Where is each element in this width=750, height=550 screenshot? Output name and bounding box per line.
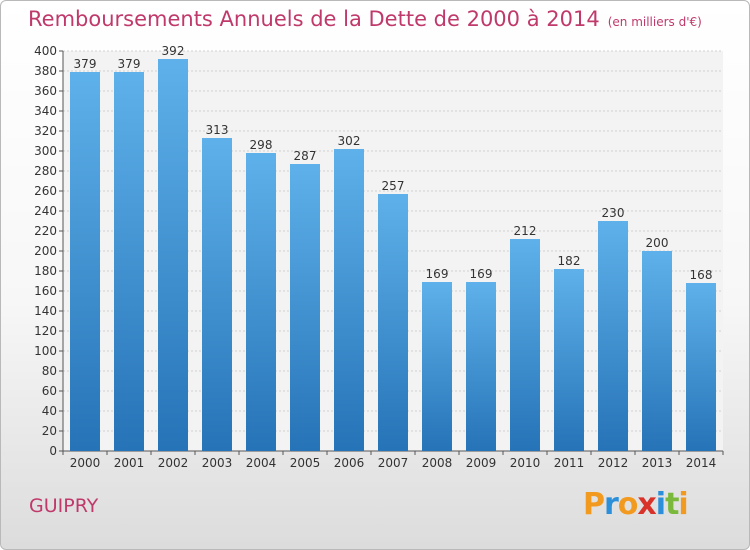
bar: [378, 194, 408, 451]
bar: [554, 269, 584, 451]
city-label: GUIPRY: [29, 495, 99, 517]
y-tick-label: 380: [34, 64, 57, 78]
bar: [510, 239, 540, 451]
y-tick-label: 300: [34, 144, 57, 158]
bar: [642, 251, 672, 451]
x-tick-label: 2013: [642, 456, 673, 470]
y-tick-label: 320: [34, 124, 57, 138]
data-label: 379: [74, 57, 97, 71]
logo-letter: i: [655, 487, 666, 522]
y-tick-label: 400: [34, 44, 57, 58]
y-tick-label: 240: [34, 204, 57, 218]
x-tick-label: 2014: [686, 456, 717, 470]
data-label: 257: [382, 179, 405, 193]
proxiti-logo: Proxiti: [583, 487, 689, 522]
x-tick-label: 2008: [422, 456, 453, 470]
data-label: 212: [514, 224, 537, 238]
chart-subtitle: (en milliers d'€): [607, 15, 702, 29]
y-tick-label: 280: [34, 164, 57, 178]
y-tick-label: 220: [34, 224, 57, 238]
bar: [114, 72, 144, 451]
y-tick-label: 100: [34, 344, 57, 358]
y-tick-label: 80: [42, 364, 57, 378]
x-tick-label: 2007: [378, 456, 409, 470]
data-label: 200: [646, 236, 669, 250]
bar: [686, 283, 716, 451]
bar: [158, 59, 188, 451]
logo-letter: r: [604, 487, 619, 522]
x-tick-label: 2009: [466, 456, 497, 470]
x-tick-label: 2003: [202, 456, 233, 470]
data-label: 392: [162, 44, 185, 58]
y-tick-label: 160: [34, 284, 57, 298]
y-tick-label: 180: [34, 264, 57, 278]
logo-letter: x: [637, 487, 656, 522]
chart-title-text: Remboursements Annuels de la Dette de 20…: [28, 7, 600, 31]
bar: [202, 138, 232, 451]
data-label: 287: [294, 149, 317, 163]
data-label: 379: [118, 57, 141, 71]
bar: [422, 282, 452, 451]
y-tick-label: 0: [49, 444, 57, 458]
bar: [598, 221, 628, 451]
x-tick-label: 2012: [598, 456, 629, 470]
y-tick-label: 360: [34, 84, 57, 98]
x-tick-label: 2011: [554, 456, 585, 470]
y-tick-label: 140: [34, 304, 57, 318]
logo-letter: P: [583, 487, 605, 522]
data-label: 298: [250, 138, 273, 152]
y-tick-label: 340: [34, 104, 57, 118]
y-tick-label: 60: [42, 384, 57, 398]
bar: [70, 72, 100, 451]
data-label: 230: [602, 206, 625, 220]
y-tick-label: 20: [42, 424, 57, 438]
y-tick-label: 260: [34, 184, 57, 198]
logo-letter: t: [665, 487, 679, 522]
data-label: 169: [426, 267, 449, 281]
x-tick-label: 2001: [114, 456, 145, 470]
data-label: 182: [558, 254, 581, 268]
bar: [290, 164, 320, 451]
x-tick-label: 2002: [158, 456, 189, 470]
logo-letter: o: [617, 487, 639, 522]
y-tick-label: 120: [34, 324, 57, 338]
x-tick-label: 2004: [246, 456, 277, 470]
data-label: 302: [338, 134, 361, 148]
bar: [334, 149, 364, 451]
chart-title: Remboursements Annuels de la Dette de 20…: [28, 7, 702, 31]
y-tick-label: 200: [34, 244, 57, 258]
bar: [246, 153, 276, 451]
data-label: 168: [690, 268, 713, 282]
x-tick-label: 2010: [510, 456, 541, 470]
y-tick-label: 40: [42, 404, 57, 418]
bar: [466, 282, 496, 451]
data-label: 169: [470, 267, 493, 281]
x-tick-label: 2000: [70, 456, 101, 470]
x-tick-label: 2005: [290, 456, 321, 470]
data-label: 313: [206, 123, 229, 137]
logo-letter: i: [678, 487, 688, 522]
x-tick-label: 2006: [334, 456, 365, 470]
